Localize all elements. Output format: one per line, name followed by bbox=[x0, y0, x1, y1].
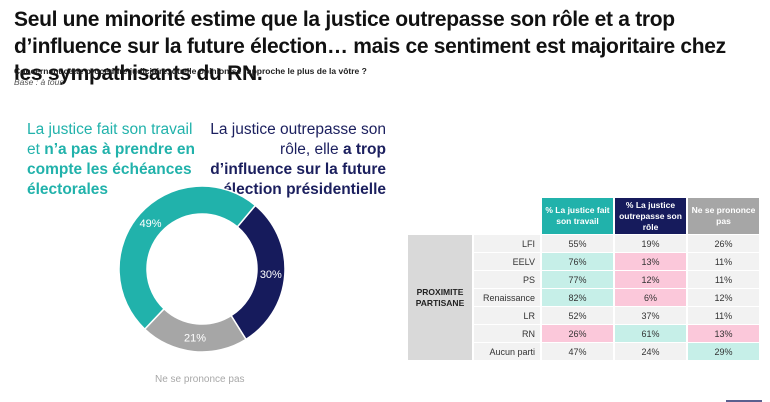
table-cell-2-0: 77% bbox=[542, 271, 613, 288]
table-cell-2-2: 11% bbox=[688, 271, 759, 288]
table-row-party-5: RN bbox=[474, 325, 540, 342]
table-row-party-3: Renaissance bbox=[474, 289, 540, 306]
footer-accent-line bbox=[726, 400, 762, 402]
table-cell-4-2: 11% bbox=[688, 307, 759, 324]
table-cell-6-1: 24% bbox=[615, 343, 686, 360]
table-cell-3-2: 12% bbox=[688, 289, 759, 306]
table-cell-3-0: 82% bbox=[542, 289, 613, 306]
survey-question: Concernant cette procédure judiciaire, q… bbox=[14, 66, 367, 76]
label-right-plain: La justice outrepasse son rôle, elle bbox=[210, 121, 386, 158]
group-label-proximite-partisane: PROXIMITE PARTISANE bbox=[408, 235, 472, 360]
label-ne-se-prononce-pas: Ne se prononce pas bbox=[155, 374, 245, 385]
survey-base: Base : à tous bbox=[14, 77, 64, 87]
table-cell-0-0: 55% bbox=[542, 235, 613, 252]
table-row-party-2: PS bbox=[474, 271, 540, 288]
table-cell-5-2: 13% bbox=[688, 325, 759, 342]
label-left-bold: n’a pas à prendre en compte les échéance… bbox=[27, 141, 195, 198]
table-row-party-4: LR bbox=[474, 307, 540, 324]
column-header-0: % La justice fait son travail bbox=[542, 198, 613, 234]
table-cell-3-1: 6% bbox=[615, 289, 686, 306]
donut-slice-1 bbox=[143, 307, 248, 353]
label-justice-outrepasse: La justice outrepasse son rôle, elle a t… bbox=[208, 120, 386, 200]
table-cell-6-0: 47% bbox=[542, 343, 613, 360]
donut-slice-0 bbox=[230, 204, 286, 341]
donut-slice-2 bbox=[118, 185, 257, 331]
label-right-bold: a trop d’influence sur la future électio… bbox=[210, 141, 386, 198]
column-header-2: Ne se prononce pas bbox=[688, 198, 759, 234]
table-cell-4-0: 52% bbox=[542, 307, 613, 324]
table-cell-2-1: 12% bbox=[615, 271, 686, 288]
donut-label-1: 21% bbox=[184, 333, 206, 345]
table-cell-4-1: 37% bbox=[615, 307, 686, 324]
column-header-1: % La justice outrepasse son rôle bbox=[615, 198, 686, 234]
table-row-party-0: LFI bbox=[474, 235, 540, 252]
table-cell-1-1: 13% bbox=[615, 253, 686, 270]
table-cell-6-2: 29% bbox=[688, 343, 759, 360]
table-cell-0-2: 26% bbox=[688, 235, 759, 252]
table-cell-5-0: 26% bbox=[542, 325, 613, 342]
label-justice-fait-son-travail: La justice fait son travail et n’a pas à… bbox=[27, 120, 197, 200]
table-row-party-6: Aucun parti bbox=[474, 343, 540, 360]
table-cell-0-1: 19% bbox=[615, 235, 686, 252]
page-title: Seul une minorité estime que la justice … bbox=[14, 8, 726, 85]
label-left-plain: La justice fait son travail et bbox=[27, 121, 193, 158]
table-cell-1-0: 76% bbox=[542, 253, 613, 270]
table-cell-1-2: 11% bbox=[688, 253, 759, 270]
donut-label-2: 49% bbox=[140, 218, 162, 230]
donut-label-0: 30% bbox=[260, 269, 282, 281]
table-row-party-1: EELV bbox=[474, 253, 540, 270]
table-cell-5-1: 61% bbox=[615, 325, 686, 342]
